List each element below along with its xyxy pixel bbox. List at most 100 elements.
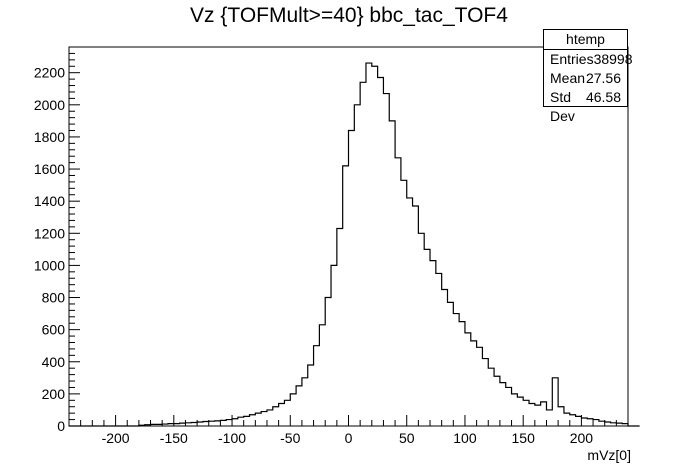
x-axis-label: mVz[0] <box>587 447 631 463</box>
histogram-bin <box>389 121 395 426</box>
x-tick-label: 100 <box>453 430 477 446</box>
histogram-bin <box>593 420 599 426</box>
stats-value: 27.56 <box>585 70 621 86</box>
histogram-bin <box>372 66 378 426</box>
stats-value: 38998 <box>593 51 633 67</box>
stats-label: Mean <box>550 70 586 86</box>
histogram-bin <box>395 158 401 426</box>
histogram-bin <box>284 400 290 426</box>
histogram-bin <box>488 368 494 426</box>
x-tick-label: 50 <box>399 430 415 446</box>
histogram-bin <box>436 273 442 426</box>
histogram-bin <box>546 410 552 426</box>
histogram-bin <box>599 421 605 426</box>
histogram-bin <box>564 413 570 426</box>
x-tick-label: -50 <box>280 430 300 446</box>
histogram-bin <box>581 418 587 426</box>
y-tick-label: 600 <box>42 322 66 338</box>
stats-value: 46.58 <box>585 89 621 105</box>
histogram-bin <box>308 365 314 426</box>
histogram-bin <box>209 421 215 426</box>
histogram-bin <box>482 359 488 426</box>
x-tick-label: -100 <box>218 430 246 446</box>
histogram-bin <box>459 322 465 426</box>
y-tick-label: 1600 <box>34 161 65 177</box>
histogram-bin <box>605 422 611 426</box>
histogram-bin <box>337 228 343 426</box>
histogram-bin <box>244 416 250 426</box>
histogram-bin <box>477 347 483 426</box>
histogram-bin <box>413 206 419 426</box>
histogram-bin <box>215 421 221 426</box>
histogram-bin <box>453 314 459 426</box>
stats-row-stddev: Std Dev 46.58 <box>544 88 627 124</box>
histogram-bin <box>517 397 523 426</box>
y-tick-label: 2200 <box>34 65 65 81</box>
histogram-bin <box>349 131 355 426</box>
x-tick-label: 150 <box>512 430 536 446</box>
histogram-bin <box>558 407 564 426</box>
y-tick-label: 800 <box>42 290 66 306</box>
y-tick-label: 1000 <box>34 257 65 273</box>
histogram-bin <box>331 265 337 426</box>
histogram-bin <box>261 412 267 426</box>
histogram-bin <box>587 419 593 426</box>
histogram-bin <box>506 387 512 426</box>
x-tick-label: 200 <box>570 430 594 446</box>
histogram-bin <box>523 400 529 426</box>
y-tick-label: 1200 <box>34 225 65 241</box>
histogram-bin <box>418 233 424 426</box>
histogram-bin <box>290 394 296 426</box>
x-tick-label: 0 <box>345 430 353 446</box>
histogram-bin <box>226 420 232 426</box>
histogram-bin <box>407 198 413 426</box>
histogram-bin <box>238 417 244 426</box>
histogram-bin <box>576 416 582 426</box>
y-tick-label: 0 <box>57 418 65 434</box>
histogram-bin <box>255 413 261 426</box>
histogram-bin <box>203 422 209 426</box>
histogram-bin <box>500 383 506 426</box>
histogram-bin <box>325 298 331 426</box>
histogram-bin <box>378 78 384 426</box>
stats-title: htemp <box>544 30 627 50</box>
histogram-bin <box>197 422 203 426</box>
stats-box: htemp Entries 38998 Mean 27.56 Std Dev 4… <box>543 29 633 124</box>
x-tick-label: -150 <box>160 430 188 446</box>
histogram-bin <box>494 376 500 426</box>
histogram-bin <box>302 378 308 426</box>
y-tick-label: 2000 <box>34 97 65 113</box>
stats-label: Std Dev <box>550 89 575 124</box>
histogram-bin <box>314 346 320 426</box>
y-tick-label: 200 <box>42 386 66 402</box>
histogram-bin <box>512 394 518 426</box>
histogram-bin <box>471 341 477 426</box>
histogram-bin <box>296 386 302 426</box>
chart-title: Vz {TOFMult>=40} bbc_tac_TOF4 <box>190 4 508 27</box>
histogram-bin <box>383 94 389 426</box>
histogram-bin <box>343 166 349 426</box>
histogram-bin <box>552 378 558 426</box>
histogram-bin <box>570 415 576 426</box>
histogram-bin <box>447 302 453 426</box>
histogram-bin <box>354 105 360 426</box>
histogram-bin <box>250 415 256 426</box>
histogram-bin <box>535 405 541 426</box>
y-tick-label: 400 <box>42 354 66 370</box>
histogram-bin <box>442 289 448 426</box>
y-tick-label: 1800 <box>34 129 65 145</box>
histogram-bin <box>267 410 273 426</box>
histogram-bin <box>366 63 372 426</box>
histogram-bin <box>360 82 366 426</box>
histogram-bin <box>529 404 535 426</box>
histogram-bin <box>424 249 430 426</box>
histogram-bin <box>220 420 226 426</box>
x-tick-label: -200 <box>102 430 130 446</box>
stats-row-mean: Mean 27.56 <box>544 69 627 88</box>
histogram-bin <box>279 404 285 426</box>
histogram-bin <box>430 261 436 426</box>
histogram-bin <box>541 402 547 426</box>
stats-row-entries: Entries 38998 <box>544 50 633 69</box>
histogram-outline <box>69 62 640 427</box>
